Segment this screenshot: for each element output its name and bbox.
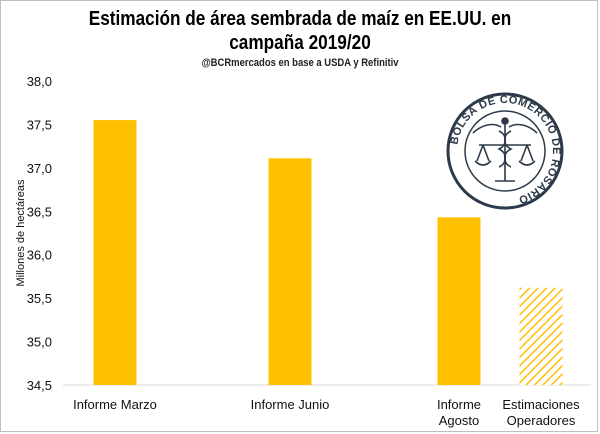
category-label: Agosto bbox=[439, 413, 479, 428]
y-tick-label: 36,0 bbox=[27, 248, 52, 263]
bcr-logo: BOLSA DE COMERCIO DE ROSARIO bbox=[446, 92, 564, 210]
y-tick-label: 37,0 bbox=[27, 161, 52, 176]
caduceus-scales-icon bbox=[472, 117, 538, 182]
bar bbox=[519, 287, 563, 385]
category-label: Operadores bbox=[507, 413, 576, 428]
chart-title-line1: Estimación de área sembrada de maíz en E… bbox=[88, 8, 512, 30]
bar bbox=[268, 158, 312, 385]
chart-title: Estimación de área sembrada de maíz en E… bbox=[43, 7, 557, 55]
y-tick-label: 36,5 bbox=[27, 204, 52, 219]
chart-subtitle: @BCRmercados en base a USDA y Refinitiv bbox=[201, 57, 399, 69]
y-axis-label: Millones de hectáreas bbox=[15, 179, 27, 287]
y-tick-label: 37,5 bbox=[27, 117, 52, 132]
y-tick-label: 34,5 bbox=[27, 378, 52, 393]
y-tick-label: 35,5 bbox=[27, 291, 52, 306]
category-label: Informe Marzo bbox=[73, 397, 157, 412]
bar bbox=[93, 120, 137, 385]
bar bbox=[437, 217, 481, 385]
y-tick-label: 38,0 bbox=[27, 74, 52, 89]
chart-title-line2: campaña 2019/20 bbox=[229, 32, 371, 54]
bars bbox=[93, 120, 563, 385]
y-tick-label: 35,0 bbox=[27, 335, 52, 350]
category-label: Estimaciones bbox=[502, 397, 580, 412]
category-label: Informe Junio bbox=[251, 397, 330, 412]
y-axis-ticks: 34,5 35,0 35,5 36,0 36,5 37,0 37,5 38,0 bbox=[27, 74, 52, 393]
category-label: Informe bbox=[437, 397, 481, 412]
